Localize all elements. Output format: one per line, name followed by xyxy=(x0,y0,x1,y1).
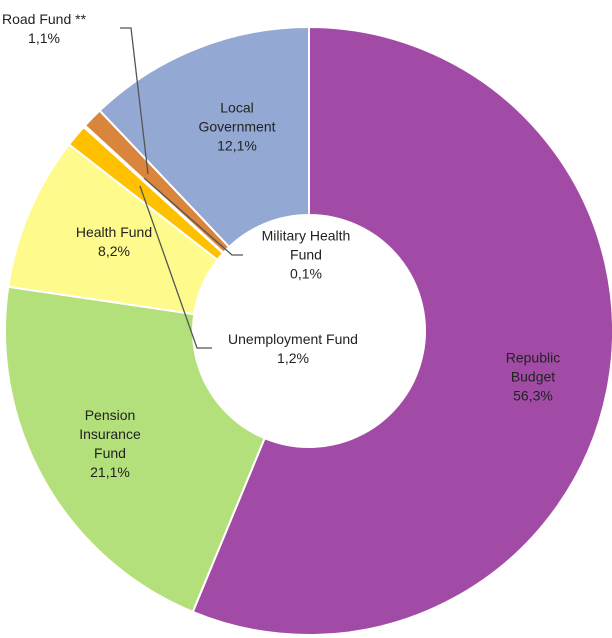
slice-label: Pension Insurance Fund 21,1% xyxy=(65,406,155,482)
category-label: Health Fund xyxy=(75,224,153,240)
value-label: 21,1% xyxy=(90,464,130,480)
value-label: 56,3% xyxy=(513,387,553,404)
slice xyxy=(4,285,266,614)
leader-line xyxy=(120,27,149,175)
category-label: Republic Budget xyxy=(505,349,561,385)
category-label: Military Health Fund xyxy=(261,227,351,263)
category-label: Road Fund ** xyxy=(1,11,87,27)
value-label: 0,1% xyxy=(290,265,322,282)
slice-label: Military Health Fund 0,1% xyxy=(261,227,351,284)
slice-label: Local Government 12,1% xyxy=(190,99,285,156)
value-label: 1,1% xyxy=(28,30,60,46)
leader-line xyxy=(139,185,212,349)
category-label: Unemployment Fund xyxy=(228,331,358,347)
slice-label: Health Fund 8,2% xyxy=(59,223,169,261)
slice-label: Unemployment Fund 1,2% xyxy=(228,330,358,368)
slice-label: Republic Budget 56,3% xyxy=(488,349,578,406)
category-label: Local Government xyxy=(198,99,276,135)
value-label: 8,2% xyxy=(98,243,130,259)
slice xyxy=(191,25,612,636)
value-label: 12,1% xyxy=(217,137,257,154)
slice xyxy=(98,25,310,249)
value-label: 1,2% xyxy=(277,350,309,366)
category-label: Pension Insurance Fund xyxy=(79,407,141,461)
slice-label: Road Fund ** 1,1% xyxy=(0,10,94,48)
leader-line xyxy=(143,177,243,256)
